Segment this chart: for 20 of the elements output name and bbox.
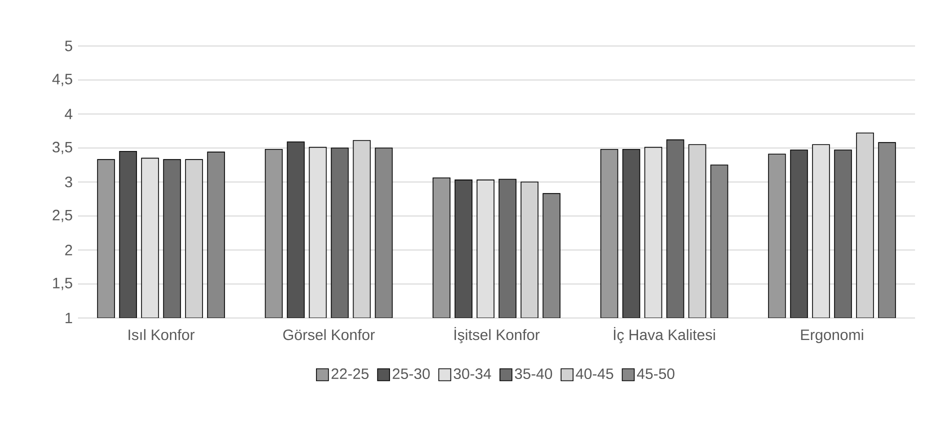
x-tick-label: İç Hava Kalitesi	[614, 326, 715, 344]
legend-label: 25-30	[392, 368, 430, 380]
y-tick-label: 4	[64, 108, 72, 120]
y-tick-label: 1	[66, 312, 72, 324]
y-tick-label: 2	[65, 244, 72, 256]
x-tick-label: Isıl Konfor	[128, 329, 195, 340]
y-tick-label: 5	[65, 40, 72, 52]
y-tick-label: 1,5	[53, 278, 72, 290]
y-tick-label: 2,5	[52, 210, 72, 222]
legend-label: 22-25	[332, 368, 369, 380]
x-tick-label: Görsel Konfor	[283, 329, 375, 340]
legend-label: 30-34	[454, 368, 492, 380]
y-tick-label: 3	[65, 176, 72, 188]
y-tick-label: 3,5	[52, 142, 72, 154]
y-tick-label: 4,5	[52, 74, 72, 86]
legend-label: 45-50	[636, 368, 674, 380]
x-tick-label: Ergonomi	[801, 329, 864, 344]
legend-label: 35-40	[514, 368, 552, 380]
legend-label: 40-45	[576, 368, 614, 380]
x-tick-label: İşitsel Konfor	[454, 326, 540, 344]
